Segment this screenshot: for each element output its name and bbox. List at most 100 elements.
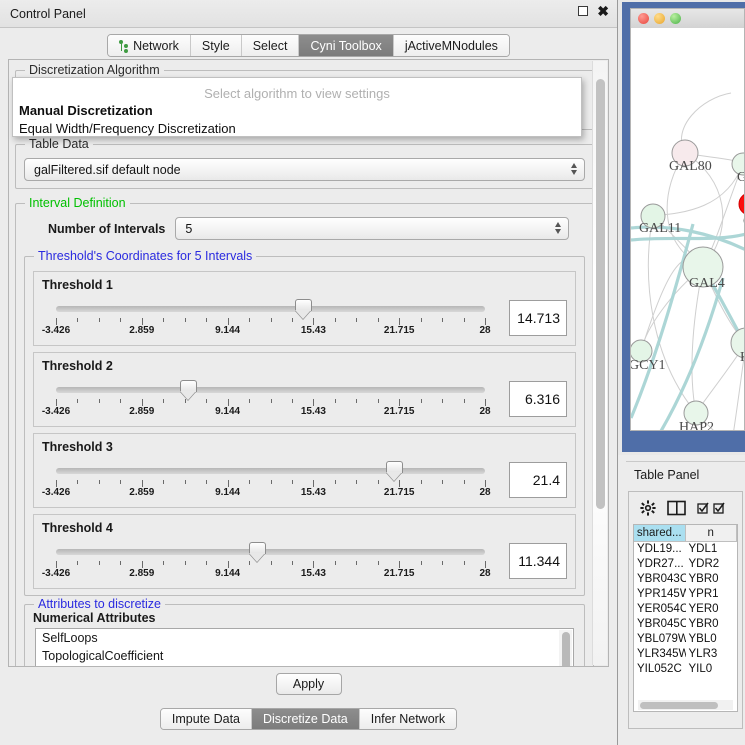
table-data-legend: Table Data — [25, 137, 93, 151]
threshold-slider[interactable]: -3.426 2.859 9.144 15.43 21.715 28 — [42, 377, 499, 421]
tab-impute-data[interactable]: Impute Data — [160, 709, 252, 729]
tick-label: 28 — [479, 406, 491, 417]
tab-jactivemnodules[interactable]: jActiveMNodules — [393, 35, 509, 56]
table-data-combo[interactable]: galFiltered.sif default node — [24, 158, 585, 181]
table-row[interactable]: YBL079W YBL0 — [634, 632, 737, 647]
list-scrollbar[interactable] — [559, 630, 572, 666]
slider-thumb[interactable] — [295, 299, 313, 319]
scrollbar-thumb[interactable] — [596, 79, 605, 509]
threshold-title: Threshold 4 — [42, 521, 113, 535]
table-cell: YBR0 — [688, 618, 719, 630]
table-horizontal-scrollbar[interactable] — [638, 700, 733, 710]
slider-ticks — [56, 561, 486, 568]
tick-label: -3.426 — [41, 406, 71, 417]
spinner-updown-icon — [555, 222, 561, 234]
threshold-slider[interactable]: -3.426 2.859 9.144 15.43 21.715 28 — [42, 458, 499, 502]
slider-thumb[interactable] — [180, 380, 198, 400]
slider-thumb[interactable] — [249, 542, 267, 562]
node-attribute-table[interactable]: shared... n YDL19... YDL1 YDR27... YDR2 YBR0… — [633, 524, 738, 712]
tab-infer-network[interactable]: Infer Network — [359, 709, 457, 729]
table-row[interactable]: YER054C YER0 — [634, 602, 737, 617]
algorithm-option-equal-width[interactable]: Equal Width/Frequency Discretization — [19, 121, 236, 136]
slider-track — [56, 549, 485, 555]
apply-button[interactable]: Apply — [275, 673, 342, 695]
close-icon[interactable]: ✖ — [597, 3, 609, 19]
tick-label: 9.144 — [215, 406, 241, 417]
attributes-to-discretize-group: Attributes to discretize Numerical Attri… — [24, 597, 585, 666]
threshold-card: Threshold 4 -3.426 2.859 9.144 15.43 21.715 2… — [33, 514, 576, 589]
network-canvas[interactable]: GAL80 GA C GAL11 GAL4 GCY1 H HAP2 — [630, 28, 745, 431]
tick-label: 15.43 — [300, 406, 326, 417]
table-row[interactable]: YPR145W YPR1 — [634, 587, 737, 602]
checkbox-checked-icon[interactable] — [713, 502, 725, 514]
table-header-row: shared... n — [634, 525, 737, 542]
slider-track — [56, 306, 485, 312]
table-row[interactable]: YDR27... YDR2 — [634, 557, 737, 572]
threshold-value-field[interactable]: 11.344 — [509, 543, 567, 579]
algorithm-popup-hint: Select algorithm to view settings — [204, 86, 390, 101]
numerical-attributes-list[interactable]: SelfLoops TopologicalCoefficient Between… — [35, 628, 574, 666]
table-panel-toolbar — [631, 494, 740, 522]
tick-label: 21.715 — [383, 487, 415, 498]
maximize-icon[interactable] — [578, 6, 589, 16]
slider-tick-labels: -3.426 2.859 9.144 15.43 21.715 28 — [42, 406, 499, 418]
tick-label: -3.426 — [41, 487, 71, 498]
table-cell: YDR2 — [688, 558, 720, 570]
list-item[interactable]: TopologicalCoefficient — [42, 649, 164, 663]
tick-label: 28 — [479, 487, 491, 498]
threshold-value-field[interactable]: 6.316 — [509, 381, 567, 417]
zoom-dot-icon[interactable] — [670, 13, 681, 24]
table-panel-title: Table Panel — [634, 467, 700, 482]
list-item[interactable]: BetweennessCentrality — [36, 665, 573, 666]
gear-icon[interactable] — [640, 500, 656, 516]
apply-row: Apply — [0, 669, 617, 699]
tab-network[interactable]: Network — [108, 35, 191, 56]
number-of-intervals-value: 5 — [185, 221, 193, 236]
split-columns-icon[interactable] — [667, 500, 686, 516]
table-cell: YER0 — [688, 603, 719, 615]
list-item[interactable]: SelfLoops — [42, 631, 98, 645]
tab-cyni-toolbox[interactable]: Cyni Toolbox — [299, 35, 394, 56]
slider-ticks — [56, 318, 486, 325]
algorithm-dropdown-popup[interactable]: Select algorithm to view settings Manual… — [12, 77, 582, 137]
algorithm-option-manual[interactable]: Manual Discretization — [19, 103, 153, 118]
tab-discretize-data[interactable]: Discretize Data — [252, 709, 360, 729]
table-cell: YPR145W — [637, 588, 686, 600]
threshold-coordinates-legend: Threshold's Coordinates for 5 Intervals — [34, 249, 257, 263]
table-row[interactable]: YBR045C YBR0 — [634, 617, 737, 632]
threshold-card: Threshold 1 -3.426 2.859 9.144 15.43 21.715 2… — [33, 271, 576, 346]
settings-scroll-panel: Discretization Algorithm Table Data galF… — [8, 59, 609, 667]
minimize-dot-icon[interactable] — [654, 13, 665, 24]
threshold-value-field[interactable]: 21.4 — [509, 462, 567, 498]
tick-label: 15.43 — [300, 568, 326, 579]
table-cell: YIL052C — [637, 663, 682, 675]
threshold-slider[interactable]: -3.426 2.859 9.144 15.43 21.715 28 — [42, 539, 499, 583]
node-label-c-truncated: C — [743, 214, 744, 230]
tab-style[interactable]: Style — [190, 35, 242, 56]
tick-label: 9.144 — [215, 568, 241, 579]
slider-thumb[interactable] — [386, 461, 404, 481]
tab-select[interactable]: Select — [241, 35, 300, 56]
settings-vertical-scrollbar[interactable] — [592, 61, 607, 665]
tab-network-label: Network — [133, 38, 179, 53]
threshold-value-field[interactable]: 14.713 — [509, 300, 567, 336]
table-row[interactable]: YIL052C YIL0 — [634, 662, 737, 677]
column-header-shared[interactable]: shared... — [634, 525, 686, 542]
chevron-updown-icon — [571, 163, 577, 175]
table-cell: YDR27... — [637, 558, 684, 570]
checkbox-checked-icon[interactable] — [697, 502, 709, 514]
table-panel: Table Panel — [618, 455, 745, 745]
node-label-gcy1: GCY1 — [630, 358, 666, 373]
table-cell: YPR1 — [688, 588, 719, 600]
table-row[interactable]: YLR345W YLR3 — [634, 647, 737, 662]
table-row[interactable]: YBR043C YBR0 — [634, 572, 737, 587]
table-row[interactable]: YDL19... YDL1 — [634, 542, 737, 557]
number-of-intervals-spinner[interactable]: 5 — [175, 217, 569, 240]
column-header-name[interactable]: n — [685, 525, 737, 542]
table-cell: YDL19... — [637, 543, 682, 555]
tick-label: 21.715 — [383, 325, 415, 336]
threshold-slider[interactable]: -3.426 2.859 9.144 15.43 21.715 28 — [42, 296, 499, 340]
tick-label: -3.426 — [41, 568, 71, 579]
close-dot-icon[interactable] — [638, 13, 649, 24]
table-body: YDL19... YDL1 YDR27... YDR2 YBR043C YBR0 YPR14… — [634, 542, 737, 677]
